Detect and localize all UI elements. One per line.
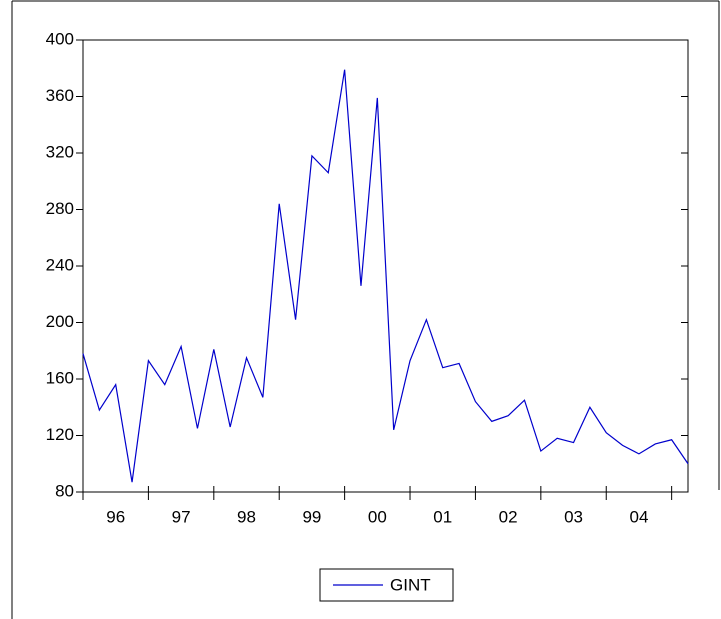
y-tick-label: 200 — [46, 312, 74, 331]
x-tick-label: 96 — [106, 507, 125, 526]
y-tick-label: 280 — [46, 199, 74, 218]
y-tick-label: 240 — [46, 255, 74, 274]
x-tick-label: 00 — [368, 507, 387, 526]
x-tick-label: 01 — [433, 507, 452, 526]
legend-label: GINT — [390, 575, 431, 594]
y-tick-label: 400 — [46, 29, 74, 48]
x-tick-label: 03 — [564, 507, 583, 526]
x-tick-label: 98 — [237, 507, 256, 526]
x-tick-label: 02 — [499, 507, 518, 526]
line-series — [82, 69, 689, 483]
y-tick-label: 360 — [46, 86, 74, 105]
y-tick-label: 320 — [46, 142, 74, 161]
x-tick-label: 99 — [302, 507, 321, 526]
y-tick-label: 160 — [46, 368, 74, 387]
y-tick-label: 120 — [46, 425, 74, 444]
x-tick-label: 97 — [172, 507, 191, 526]
x-tick-label: 04 — [629, 507, 648, 526]
y-tick-label: 80 — [55, 481, 74, 500]
